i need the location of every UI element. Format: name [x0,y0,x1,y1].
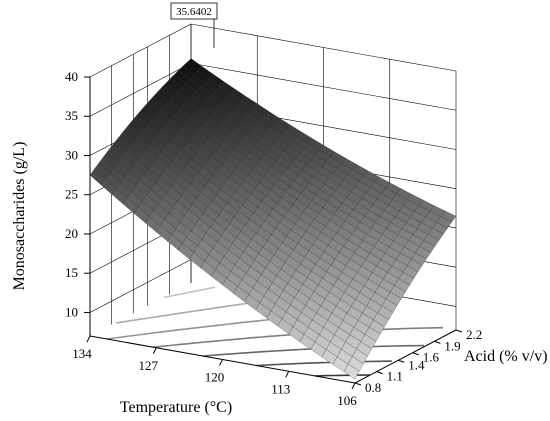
z-tick-label: 25 [65,187,78,202]
acid-tick-mark [398,359,405,363]
acid-axis-ticks: 0.8 1.1 1.41.6 1.9 2.2 [354,327,482,395]
acid-tick-label: 1.6 [423,350,440,365]
z-axis-ticks: 10 15 20 25 30 35 40 [65,69,90,319]
z-tick-label: 35 [65,108,78,123]
acid-axis-label: Acid (% v/v) [464,348,548,365]
temperature-tick-mark [152,347,157,354]
z-tick-label: 30 [65,147,78,162]
floor-contour-line [256,360,392,367]
temperature-tick-label: 106 [337,393,357,408]
temperature-tick-label: 120 [205,370,225,385]
temperature-tick-mark [86,335,91,343]
acid-tick-label: 2.2 [466,327,482,342]
wall-gridline [89,259,192,313]
peak-annotation: 35.6402 [170,2,218,48]
z-tick-label: 20 [65,226,78,241]
temperature-tick-label: 113 [271,381,290,396]
temperature-axis-label: Temperature (°C) [120,399,232,416]
floor-contour-line [164,286,216,298]
acid-tick-label: 0.8 [365,380,381,395]
response-surface [89,58,457,380]
wall-gridline [89,23,192,78]
axis-line [354,329,457,384]
floor-contour-line [202,344,425,357]
peak-annotation-text: 35.6402 [176,6,212,18]
acid-tick-mark [354,382,362,386]
acid-tick-label: 1.1 [387,369,403,384]
acid-tick-mark [376,371,383,375]
z-axis-label: Monosaccharides (g/L) [11,142,28,291]
acid-tick-mark [455,329,463,333]
temperature-axis-ticks: 134 127 120 113 106 [72,335,357,408]
acid-tick-mark [434,340,441,344]
floor-contour-line [153,326,444,348]
surface-cell [343,363,360,380]
temperature-tick-label: 134 [72,346,92,361]
z-tick-label: 15 [65,265,78,280]
acid-tick-label: 1.9 [444,338,460,353]
temperature-tick-mark [285,371,290,378]
wall-gridline [89,62,192,117]
z-tick-label: 10 [65,304,78,319]
temperature-tick-label: 127 [139,358,159,373]
floor-contours [106,286,444,377]
acid-tick-label: 1.4 [408,357,425,372]
acid-tick-mark [412,352,419,356]
z-tick-label: 40 [65,69,78,84]
temperature-tick-mark [351,382,356,390]
temperature-tick-mark [219,359,223,366]
floor-contour-line [315,374,370,377]
